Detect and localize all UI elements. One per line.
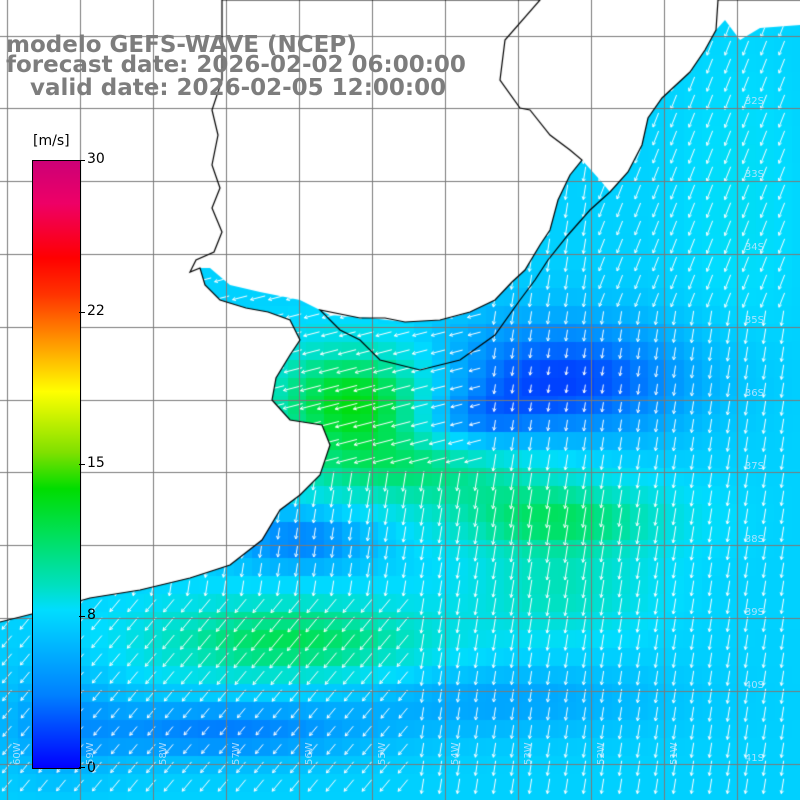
colorbar-tick-8: 8 (87, 607, 96, 623)
latitude-label: 39S (744, 607, 764, 618)
title-valid-date: valid date: 2026-02-05 12:00:00 (6, 75, 447, 101)
colorbar-gradient (32, 160, 81, 769)
colorbar-tickmark (79, 464, 85, 465)
colorbar-tick-22: 22 (87, 303, 105, 319)
colorbar-tick-15: 15 (87, 455, 105, 471)
colorbar-tickmark (79, 312, 85, 313)
latitude-label: 32S (744, 96, 764, 107)
latitude-label: 40S (744, 680, 764, 691)
colorbar-tickmark (79, 616, 85, 617)
colorbar-tick-0: 0 (87, 760, 96, 776)
latitude-label: 37S (744, 461, 764, 472)
colorbar-unit: [m/s] (33, 133, 70, 149)
title-forecast-date: forecast date: 2026-02-02 06:00:00 (6, 52, 466, 78)
title-model: modelo GEFS-WAVE (NCEP) (6, 32, 357, 58)
colorbar-tickmark (79, 160, 85, 161)
latitude-label: 41S (744, 753, 764, 764)
latitude-label: 36S (744, 388, 764, 399)
colorbar-tick-30: 30 (87, 151, 105, 167)
latitude-label: 34S (744, 242, 764, 253)
latitude-label: 35S (744, 315, 764, 326)
latitude-label: 38S (744, 534, 764, 545)
latitude-label: 33S (744, 169, 764, 180)
colorbar-tickmark (79, 767, 85, 768)
